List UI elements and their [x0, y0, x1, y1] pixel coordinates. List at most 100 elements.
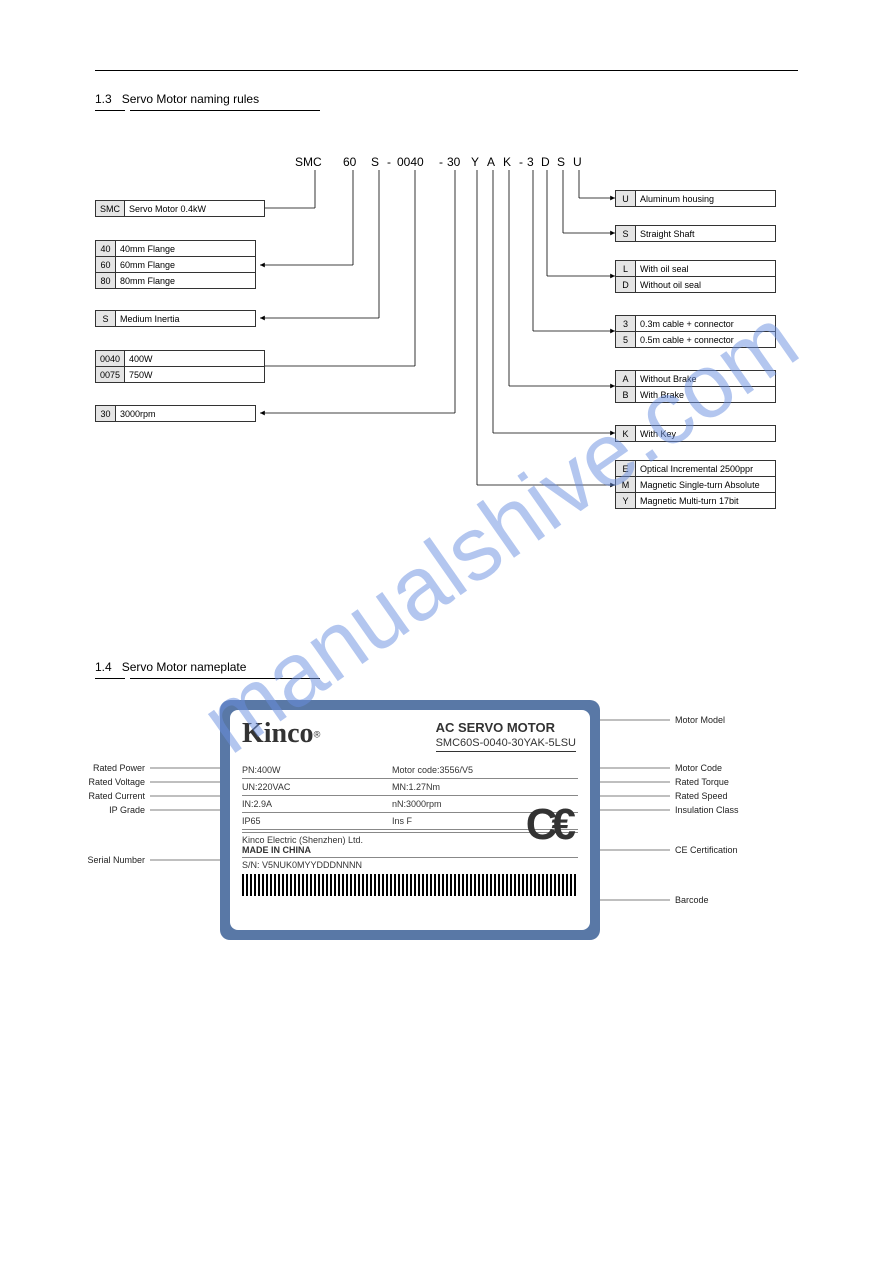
section1-underline-short	[95, 110, 125, 111]
code-legend-table: KWith Key	[615, 425, 776, 442]
svg-text:Y: Y	[471, 155, 479, 169]
code-legend-table: 303000rpm	[95, 405, 256, 422]
svg-text:-: -	[519, 155, 523, 169]
legend-code-cell: 80	[96, 273, 116, 289]
section2-title: Servo Motor nameplate	[122, 660, 247, 674]
nameplate-callout-label: IP Grade	[109, 805, 145, 815]
code-legend-table: EOptical Incremental 2500pprMMagnetic Si…	[615, 460, 776, 509]
nameplate-callout-label: Rated Power	[93, 763, 145, 773]
svg-text:SMC: SMC	[295, 155, 322, 169]
legend-label-cell: 3000rpm	[116, 406, 256, 422]
legend-code-cell: K	[616, 426, 636, 442]
legend-label-cell: With oil seal	[636, 261, 776, 277]
motor-nameplate: Kinco® AC SERVO MOTOR SMC60S-0040-30YAK-…	[220, 700, 600, 940]
section1-number: 1.3	[95, 92, 112, 106]
svg-text:3: 3	[527, 155, 534, 169]
title-line	[95, 70, 798, 71]
legend-code-cell: 60	[96, 257, 116, 273]
legend-code-cell: E	[616, 461, 636, 477]
code-legend-table: SStraight Shaft	[615, 225, 776, 242]
naming-diagram: SMC60S-0040-30YAK-3DSUSMCServo Motor 0.4…	[95, 130, 815, 520]
nameplate-spec-row: UN:220VACMN:1.27Nm	[242, 781, 578, 793]
legend-label-cell: Servo Motor 0.4kW	[125, 201, 265, 217]
legend-code-cell: 30	[96, 406, 116, 422]
section1-header: 1.3 Servo Motor naming rules	[95, 92, 259, 106]
legend-label-cell: Without oil seal	[636, 277, 776, 293]
legend-label-cell: 0.5m cable + connector	[636, 332, 776, 348]
legend-label-cell: Straight Shaft	[636, 226, 776, 242]
legend-code-cell: 0040	[96, 351, 125, 367]
spec-left: UN:220VAC	[242, 782, 392, 792]
nameplate-callout-label: Rated Current	[88, 791, 145, 801]
nameplate-callout-label: Rated Torque	[675, 777, 729, 787]
code-legend-table: UAluminum housing	[615, 190, 776, 207]
legend-label-cell: 750W	[125, 367, 265, 383]
code-legend-table: 30.3m cable + connector50.5m cable + con…	[615, 315, 776, 348]
legend-code-cell: Y	[616, 493, 636, 509]
legend-label-cell: 40mm Flange	[116, 241, 256, 257]
code-legend-table: SMedium Inertia	[95, 310, 256, 327]
legend-code-cell: 5	[616, 332, 636, 348]
nameplate-callout-label: Motor Code	[675, 763, 722, 773]
nameplate-logo: Kinco	[242, 718, 314, 750]
svg-text:A: A	[487, 155, 495, 169]
svg-text:S: S	[557, 155, 565, 169]
legend-code-cell: S	[96, 311, 116, 327]
legend-label-cell: 80mm Flange	[116, 273, 256, 289]
code-legend-table: 0040400W0075750W	[95, 350, 265, 383]
section1-title: Servo Motor naming rules	[122, 92, 259, 106]
section1-underline-long	[130, 110, 320, 111]
section2-header: 1.4 Servo Motor nameplate	[95, 660, 246, 674]
spec-right: Motor code:3556/V5	[392, 765, 578, 775]
ce-mark: C€	[526, 800, 570, 850]
legend-code-cell: A	[616, 371, 636, 387]
nameplate-model: SMC60S-0040-30YAK-5LSU	[436, 737, 576, 752]
legend-code-cell: U	[616, 191, 636, 207]
nameplate-callout-label: Motor Model	[675, 715, 725, 725]
nameplate-callout-label: Rated Voltage	[88, 777, 145, 787]
legend-label-cell: Optical Incremental 2500ppr	[636, 461, 776, 477]
legend-label-cell: Medium Inertia	[116, 311, 256, 327]
legend-code-cell: D	[616, 277, 636, 293]
nameplate-sn: S/N: V5NUK0MYYDDDNNNN	[242, 860, 578, 870]
legend-code-cell: L	[616, 261, 636, 277]
section2-underline-long	[130, 678, 320, 679]
legend-label-cell: With Key	[636, 426, 776, 442]
legend-code-cell: 40	[96, 241, 116, 257]
svg-text:0040: 0040	[397, 155, 424, 169]
nameplate-callout-label: Serial Number	[87, 855, 145, 865]
code-legend-table: 4040mm Flange6060mm Flange8080mm Flange	[95, 240, 256, 289]
legend-code-cell: 3	[616, 316, 636, 332]
svg-text:D: D	[541, 155, 550, 169]
code-legend-table: SMCServo Motor 0.4kW	[95, 200, 265, 217]
spec-right: MN:1.27Nm	[392, 782, 578, 792]
svg-text:U: U	[573, 155, 582, 169]
svg-text:30: 30	[447, 155, 461, 169]
svg-text:-: -	[387, 155, 391, 169]
svg-text:S: S	[371, 155, 379, 169]
legend-code-cell: B	[616, 387, 636, 403]
svg-text:-: -	[439, 155, 443, 169]
legend-label-cell: 0.3m cable + connector	[636, 316, 776, 332]
legend-code-cell: M	[616, 477, 636, 493]
section2-underline-short	[95, 678, 125, 679]
legend-label-cell: 400W	[125, 351, 265, 367]
spec-left: IP65	[242, 816, 392, 826]
nameplate-title: AC SERVO MOTOR	[436, 720, 576, 735]
nameplate-spec-row: PN:400WMotor code:3556/V5	[242, 764, 578, 776]
legend-code-cell: SMC	[96, 201, 125, 217]
section2-number: 1.4	[95, 660, 112, 674]
nameplate-callout-label: Insulation Class	[675, 805, 739, 815]
barcode	[242, 874, 578, 896]
nameplate-callout-label: Barcode	[675, 895, 709, 905]
legend-label-cell: With Brake	[636, 387, 776, 403]
legend-label-cell: Without Brake	[636, 371, 776, 387]
spec-left: IN:2.9A	[242, 799, 392, 809]
legend-label-cell: Magnetic Single-turn Absolute	[636, 477, 776, 493]
code-legend-table: AWithout BrakeBWith Brake	[615, 370, 776, 403]
svg-text:60: 60	[343, 155, 357, 169]
nameplate-callout-label: CE Certification	[675, 845, 738, 855]
spec-left: PN:400W	[242, 765, 392, 775]
legend-label-cell: Aluminum housing	[636, 191, 776, 207]
legend-label-cell: Magnetic Multi-turn 17bit	[636, 493, 776, 509]
